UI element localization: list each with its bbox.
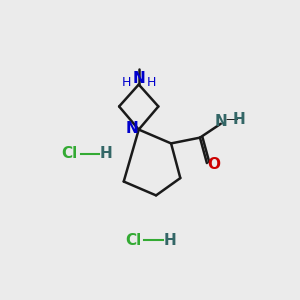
Text: —: — xyxy=(226,113,238,126)
Text: N: N xyxy=(132,71,145,86)
Text: N: N xyxy=(215,114,228,129)
Text: H: H xyxy=(121,76,131,89)
Text: Cl: Cl xyxy=(61,146,78,161)
Text: O: O xyxy=(207,157,220,172)
Text: Cl: Cl xyxy=(125,233,141,248)
Text: H: H xyxy=(233,112,246,127)
Text: H: H xyxy=(147,76,156,89)
Text: N: N xyxy=(125,121,138,136)
Text: H: H xyxy=(164,233,176,248)
Text: H: H xyxy=(100,146,113,161)
